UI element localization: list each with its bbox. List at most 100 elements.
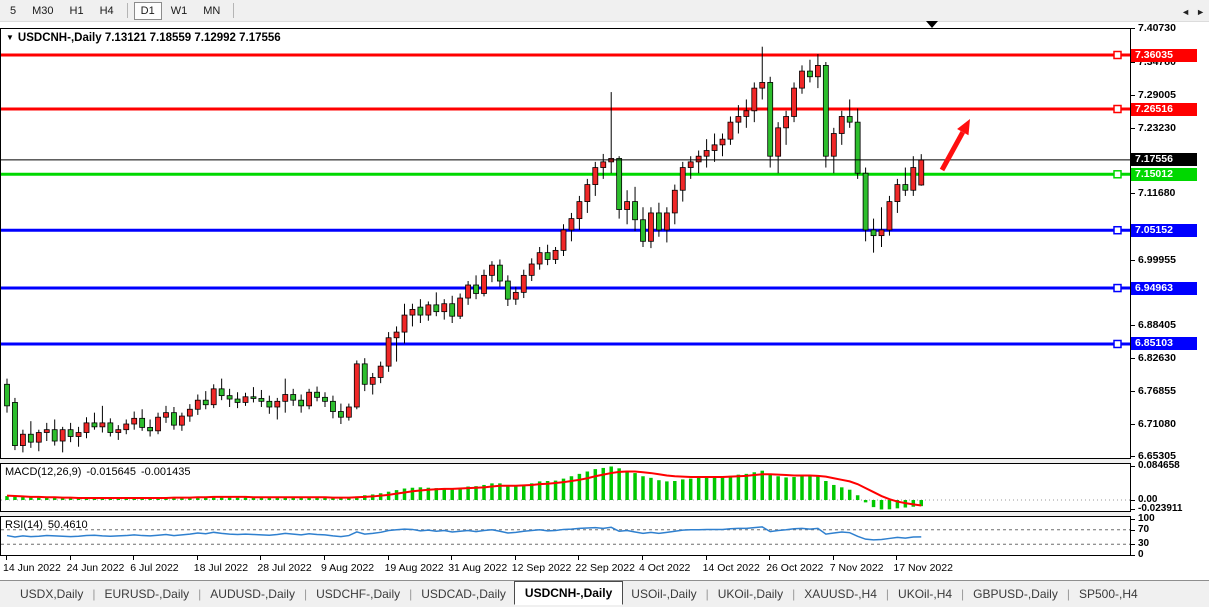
price-tick-label: 6.71080: [1138, 417, 1176, 430]
date-tick: [514, 556, 516, 560]
price-level-tag: 7.26516: [1131, 102, 1197, 116]
price-level-tag: 6.94963: [1131, 281, 1197, 295]
date-tick: [324, 556, 325, 560]
timeframe-button-5[interactable]: 5: [3, 2, 23, 20]
symbol-dropdown-icon[interactable]: ▼: [6, 33, 14, 42]
date-tick: [387, 556, 389, 560]
date-tick: [642, 556, 643, 560]
chart-tab-bar: USDX,Daily | EURUSD-,Daily | AUDUSD-,Daily | U…: [0, 580, 1209, 607]
timeframe-button-h4[interactable]: H4: [93, 2, 121, 20]
chart-tab-usdcnh-daily[interactable]: USDCNH-,Daily: [513, 581, 624, 605]
rsi-indicator-panel[interactable]: RSI(14) 50.4610: [0, 516, 1131, 556]
date-label: 14 Oct 2022: [702, 562, 760, 574]
chart-tab-gbpusd-daily[interactable]: GBPUSD-,Daily: [973, 587, 1058, 601]
axis-tick: [1131, 456, 1135, 458]
chart-tab-xauusd-h4[interactable]: XAUUSD-,H4: [804, 587, 877, 601]
macd-label: MACD(12,26,9) -0.015645 -0.001435: [5, 466, 196, 478]
tab-scroll-left-icon[interactable]: ◄: [1181, 7, 1191, 17]
rsi-name: RSI(14): [5, 519, 43, 531]
date-label: 14 Jun 2022: [3, 562, 61, 574]
level-endpoint-marker: [1113, 104, 1122, 114]
axis-tick: [1131, 500, 1135, 501]
chart-tab-eurusd-daily[interactable]: EURUSD-,Daily: [104, 587, 190, 601]
chart-title: ▼ USDCNH-,Daily 7.13121 7.18559 7.12992 7…: [6, 32, 281, 44]
macd-signal-line: [6, 470, 922, 507]
timeframe-button-w1[interactable]: W1: [164, 2, 195, 20]
macd-indicator-panel[interactable]: MACD(12,26,9) -0.015645 -0.001435: [0, 463, 1131, 512]
macd-axis-label: 0.00: [1138, 494, 1158, 505]
price-tick-label: 6.65305: [1138, 450, 1176, 463]
tab-separator: |: [792, 587, 796, 601]
date-tick: [69, 556, 71, 560]
axis-tick: [1131, 529, 1135, 531]
rsi-label: RSI(14) 50.4610: [5, 519, 93, 531]
price-level-tag: 6.85103: [1131, 337, 1197, 351]
price-level-tag: 7.15012: [1131, 167, 1197, 181]
level-endpoint-marker: [1113, 50, 1122, 60]
chart-tab-ukoil-daily[interactable]: UKOil-,Daily: [717, 587, 784, 601]
date-tick: [260, 556, 262, 560]
macd-canvas[interactable]: [1, 464, 1130, 511]
macd-name: MACD(12,26,9): [5, 466, 82, 478]
date-tick: [451, 556, 453, 560]
date-tick: [196, 556, 198, 560]
tab-scroll-right-icon[interactable]: ►: [1196, 7, 1205, 17]
candles-layer: [4, 46, 925, 453]
price-tick-label: 6.88405: [1138, 319, 1176, 332]
chart-tab-usdchf-daily[interactable]: USDCHF-,Daily: [316, 587, 401, 601]
tab-separator: |: [961, 587, 965, 601]
chart-tab-usoil-daily[interactable]: USOil-,Daily: [631, 587, 697, 601]
time-axis[interactable]: 14 Jun 2022 24 Jun 2022 6 Jul 2022 18 Jul 2…: [0, 556, 1131, 580]
timeframe-button-m30[interactable]: M30: [25, 2, 60, 20]
trend-arrow-annotation[interactable]: [939, 119, 970, 172]
timeframe-toolbar: 5 M30 H1 H4 D1 W1 MN: [0, 0, 1209, 22]
timeframe-button-mn[interactable]: MN: [196, 2, 227, 20]
price-tick-label: 7.23230: [1138, 121, 1176, 134]
timeframe-button-h1[interactable]: H1: [63, 2, 91, 20]
rsi-canvas[interactable]: [1, 517, 1130, 555]
toolbar-separator: [233, 3, 235, 18]
axis-tick: [1131, 28, 1135, 30]
chart-tab-audusd-daily[interactable]: AUDUSD-,Daily: [210, 587, 295, 601]
chart-tab-ukoil-h4[interactable]: UKOil-,H4: [898, 587, 953, 601]
chart-tab-sp500-h4[interactable]: SP500-,H4: [1078, 587, 1138, 601]
tab-separator: |: [198, 587, 202, 601]
date-tick: [769, 556, 771, 560]
chart-symbol-period: USDCNH-,Daily: [17, 32, 102, 44]
price-axis[interactable]: 7.40730 7.34780 7.29005 7.23230 7.11680 6.999…: [1131, 22, 1209, 580]
tab-separator: |: [1066, 587, 1070, 601]
price-tick-label: 6.82630: [1138, 352, 1176, 365]
rsi-axis-label: 100: [1138, 513, 1155, 524]
axis-tick: [1131, 62, 1135, 64]
main-chart-panel[interactable]: ▼ USDCNH-,Daily 7.13121 7.18559 7.12992 7…: [0, 28, 1131, 459]
panel-splitter[interactable]: [0, 459, 1131, 463]
timeframe-button-d1[interactable]: D1: [133, 1, 162, 20]
date-label: 28 Jul 2022: [257, 562, 312, 574]
axis-tick: [1131, 358, 1135, 360]
level-endpoint-marker: [1113, 225, 1122, 235]
price-level-tag: 7.17556: [1131, 153, 1197, 167]
date-tick: [705, 556, 707, 560]
date-tick: [133, 556, 135, 560]
date-label: 18 Jul 2022: [193, 562, 249, 574]
level-endpoint-marker: [1113, 283, 1122, 293]
chart-tab-usdx-daily[interactable]: USDX,Daily: [20, 587, 84, 601]
date-label: 24 Jun 2022: [66, 562, 125, 574]
axis-tick: [1131, 466, 1135, 468]
rsi-axis-label: 30: [1138, 538, 1150, 550]
tab-separator: |: [303, 587, 308, 601]
rsi-axis-label: 0: [1138, 549, 1144, 560]
axis-tick: [1131, 259, 1135, 261]
chart-tab-usdcad-daily[interactable]: USDCAD-,Daily: [421, 587, 506, 601]
tab-separator: |: [885, 587, 890, 601]
panel-splitter[interactable]: [0, 512, 1131, 516]
date-label: 12 Sep 2022: [511, 562, 572, 574]
price-chart-canvas[interactable]: [1, 29, 1130, 458]
date-label: 7 Nov 2022: [829, 562, 884, 574]
horizontal-levels-layer[interactable]: [1, 50, 1130, 349]
axis-tick: [1131, 519, 1135, 520]
price-tick-label: 6.76855: [1138, 384, 1176, 397]
date-label: 4 Oct 2022: [639, 562, 691, 574]
macd-main-value: -0.015645: [86, 466, 136, 478]
